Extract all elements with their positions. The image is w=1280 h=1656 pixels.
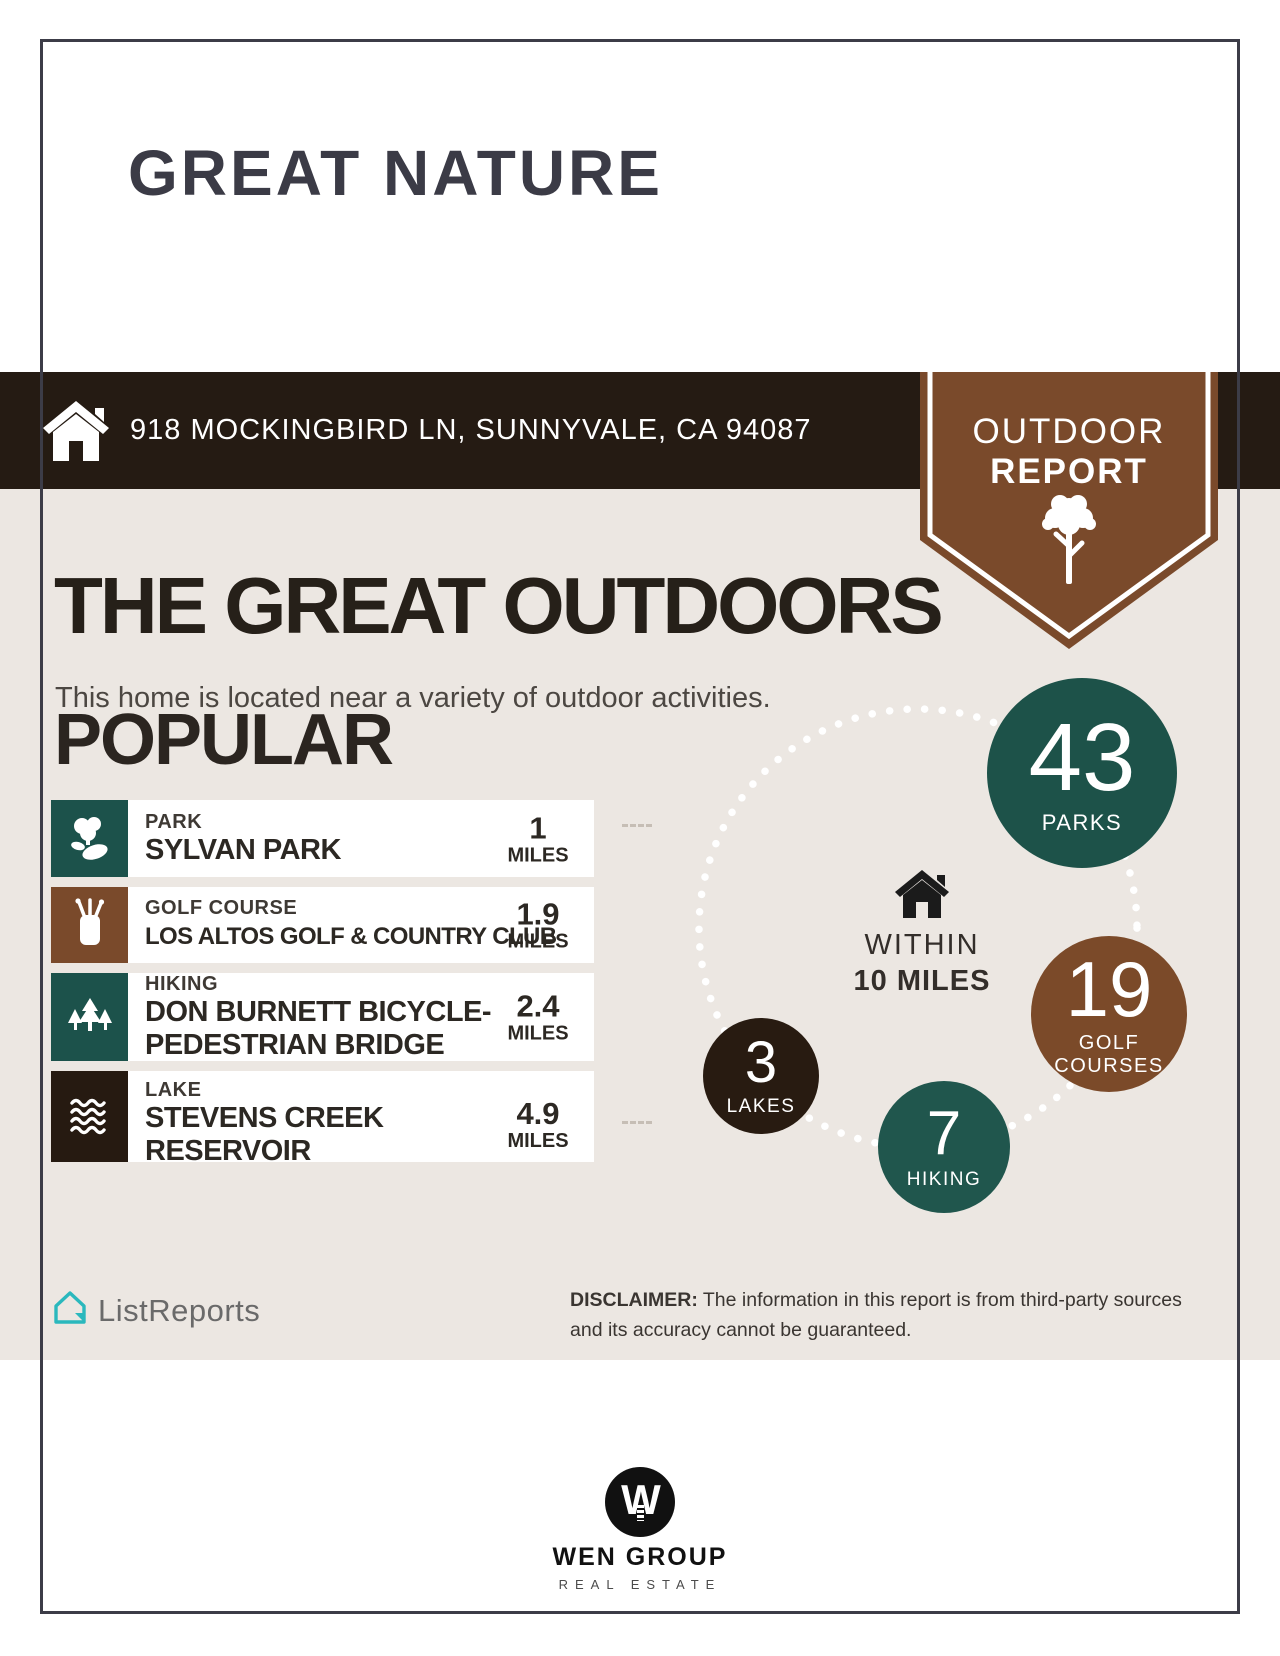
item-name: STEVENS CREEK RESERVOIR — [145, 1102, 384, 1162]
stat-label: HIKING — [906, 1169, 982, 1190]
stat-value: 43 — [1028, 704, 1136, 811]
popular-heading: POPULAR — [54, 700, 394, 780]
stat-bubble-parks: 43 PARKS — [987, 678, 1177, 868]
item-category: LAKE — [145, 1079, 202, 1101]
item-category: PARK — [145, 810, 203, 833]
section-subheading: This home is located near a variety of o… — [55, 682, 771, 714]
list-item-golf: GOLF COURSE LOS ALTOS GOLF & COUNTRY CLU… — [51, 887, 594, 963]
item-category: GOLF COURSE — [145, 897, 298, 919]
stat-value: 3 — [744, 1030, 778, 1095]
stat-bubble-golf-courses: 19 GOLF COURSES — [1031, 936, 1187, 1092]
item-distance: 1 MILES — [507, 810, 569, 866]
item-distance: 2.4 MILES — [507, 988, 569, 1045]
section-heading: THE GREAT OUTDOORS — [54, 561, 944, 650]
listreports-house-icon — [52, 1289, 88, 1332]
stat-value: 7 — [926, 1099, 962, 1168]
disclaimer-label: DISCLAIMER: — [570, 1289, 698, 1311]
badge-title-line2: REPORT — [990, 452, 1148, 491]
stat-value: 19 — [1065, 945, 1153, 1033]
company-name: WEN GROUP — [552, 1543, 728, 1571]
item-name: LOS ALTOS GOLF & COUNTRY CLUB — [145, 923, 557, 950]
disclaimer-text: DISCLAIMER: The information in this repo… — [570, 1289, 1182, 1341]
list-item-lake: LAKE STEVENS CREEK RESERVOIR 4.9 MILES — [51, 1071, 594, 1162]
hiking-icon — [51, 973, 128, 1061]
list-item-card: LAKE STEVENS CREEK RESERVOIR 4.9 MILES — [128, 1071, 594, 1162]
radius-center: WITHIN 10 MILES — [820, 870, 1024, 998]
item-distance: 1.9 MILES — [507, 896, 569, 953]
stat-bubble-hiking: 7 HIKING — [878, 1081, 1010, 1213]
page-title: GREAT NATURE — [128, 137, 663, 209]
list-item-card: GOLF COURSE LOS ALTOS GOLF & COUNTRY CLU… — [128, 887, 594, 963]
item-category: HIKING — [145, 973, 218, 995]
stat-bubble-lakes: 3 LAKES — [703, 1018, 819, 1134]
park-icon — [51, 800, 128, 877]
listreports-logo: ListReports — [52, 1289, 260, 1332]
home-icon-black — [895, 870, 949, 922]
list-item-hiking: HIKING DON BURNETT BICYCLE-PEDESTRIAN BR… — [51, 973, 594, 1061]
badge-title-line1: OUTDOOR — [972, 412, 1166, 451]
monogram-house-detail — [637, 1505, 644, 1521]
item-name: SYLVAN PARK — [145, 833, 341, 866]
listreports-wordmark: ListReports — [98, 1292, 261, 1328]
radius-label-line2: 10 MILES — [853, 965, 991, 997]
list-item-park: PARK SYLVAN PARK 1 MILES — [51, 800, 594, 877]
outdoor-report-badge: OUTDOOR REPORT — [920, 372, 1218, 652]
stat-label: LAKES — [726, 1096, 796, 1117]
company-logo: W WEN GROUP REAL ESTATE — [540, 1467, 740, 1592]
list-item-card: HIKING DON BURNETT BICYCLE-PEDESTRIAN BR… — [128, 973, 594, 1061]
stat-label: GOLF COURSES — [1054, 1032, 1164, 1077]
property-address: 918 MOCKINGBIRD LN, SUNNYVALE, CA 94087 — [130, 414, 812, 446]
list-item-card: PARK SYLVAN PARK 1 MILES — [128, 800, 594, 877]
company-monogram-circle: W — [605, 1467, 675, 1537]
connector-dash — [622, 824, 652, 827]
company-tagline: REAL ESTATE — [558, 1577, 722, 1592]
lake-icon — [51, 1071, 128, 1162]
connector-dash — [622, 1121, 652, 1124]
radius-label-line1: WITHIN — [864, 929, 980, 961]
dotted-radius-circle — [680, 690, 1156, 1171]
item-name: DON BURNETT BICYCLE-PEDESTRIAN BRIDGE — [145, 995, 492, 1061]
home-icon — [43, 401, 109, 466]
golf-icon — [51, 887, 128, 963]
stat-label: PARKS — [1041, 810, 1123, 835]
item-distance: 4.9 MILES — [507, 1096, 569, 1152]
